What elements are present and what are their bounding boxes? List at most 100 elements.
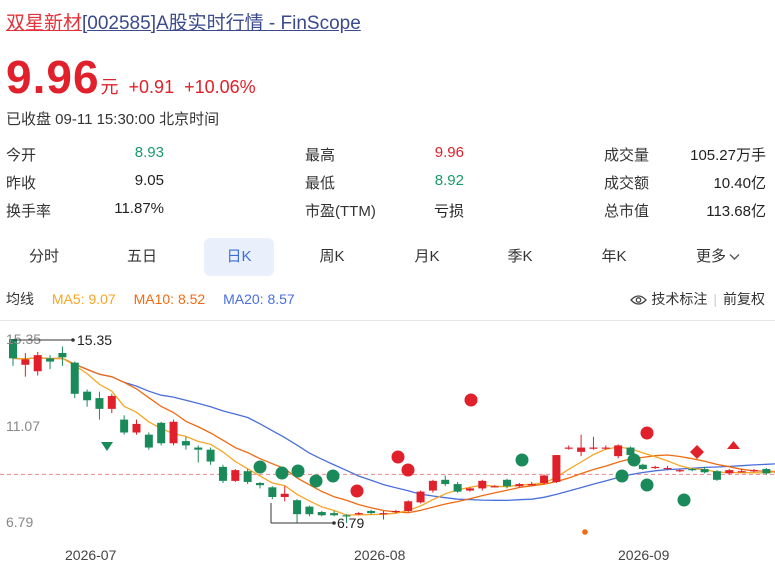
down-triangle-marker[interactable]	[101, 442, 113, 451]
signal-dot[interactable]	[350, 484, 364, 498]
candle	[712, 471, 721, 480]
candle	[354, 513, 363, 515]
x-tick-label: 2026-07	[65, 547, 117, 563]
price-change: +0.91	[128, 77, 175, 97]
candle	[465, 488, 474, 491]
amount-value: 10.40亿	[713, 175, 766, 192]
x-tick-label: 2026-08	[354, 547, 406, 563]
volume-value: 105.27万手	[690, 147, 766, 164]
candle	[231, 470, 240, 481]
min-annotation-dot	[332, 521, 336, 525]
high-label: 最高	[305, 147, 336, 164]
up-triangle-marker[interactable]	[727, 441, 740, 449]
candle	[367, 510, 376, 514]
tools-divider: |	[713, 291, 717, 307]
signal-dot[interactable]	[253, 460, 267, 474]
price-change-pct: +10.06%	[184, 77, 256, 97]
candle	[256, 483, 264, 486]
candle	[206, 449, 215, 462]
price-unit: 元	[100, 77, 119, 97]
candle	[428, 480, 437, 491]
ma5-line	[12, 356, 775, 516]
candle	[46, 358, 55, 362]
event-dot[interactable]	[582, 529, 588, 535]
y-tick-label: 15.35	[6, 331, 41, 347]
candle	[58, 352, 67, 358]
tab-intraday[interactable]: 分时	[28, 248, 59, 265]
candle	[750, 470, 758, 472]
prev-close-value: 9.05	[134, 172, 164, 189]
candle	[379, 513, 388, 515]
candle	[577, 447, 586, 452]
stock-name[interactable]: 双星新材	[6, 13, 83, 34]
signal-dot[interactable]	[275, 466, 289, 480]
ma10-line	[12, 356, 775, 514]
candle	[95, 398, 104, 409]
candle	[490, 486, 499, 488]
open-value: 8.93	[134, 144, 164, 161]
tab-yearly-k[interactable]: 年K	[601, 248, 627, 265]
candle	[552, 455, 561, 482]
signal-dot[interactable]	[515, 453, 529, 467]
candle	[540, 475, 549, 484]
tab-five-day[interactable]: 五日	[126, 248, 157, 265]
turnover-label: 换手率	[6, 203, 52, 220]
signal-dot[interactable]	[640, 478, 654, 492]
tab-more-label: 更多	[695, 248, 726, 265]
high-value: 9.96	[434, 144, 464, 161]
y-tick-label: 6.79	[6, 514, 33, 530]
candle	[700, 469, 709, 473]
candle	[317, 512, 326, 516]
candle	[33, 355, 42, 372]
candle	[144, 434, 153, 448]
candle	[404, 501, 413, 511]
signal-dot[interactable]	[326, 469, 340, 483]
candle	[688, 469, 697, 471]
signal-dot[interactable]	[401, 463, 415, 477]
candle	[330, 513, 339, 516]
current-price: 9.96	[6, 51, 100, 103]
signal-dot[interactable]	[309, 474, 323, 488]
signal-dot[interactable]	[677, 493, 691, 507]
candle	[83, 391, 92, 401]
signal-dot[interactable]	[464, 393, 478, 407]
eye-icon[interactable]	[630, 293, 648, 309]
open-label: 今开	[6, 147, 37, 164]
candle	[441, 479, 450, 485]
signal-dot[interactable]	[291, 464, 305, 478]
candle	[243, 471, 252, 482]
signal-dot[interactable]	[615, 469, 629, 483]
max-annotation-label: 15.35	[77, 332, 112, 348]
candle	[268, 487, 277, 497]
adjust-mode-toggle[interactable]: 前复权	[723, 291, 765, 307]
low-value: 8.92	[434, 172, 464, 189]
tab-more[interactable]: 更多	[684, 238, 752, 276]
candle	[737, 471, 746, 473]
tab-quarterly-k[interactable]: 季K	[507, 248, 533, 265]
candle	[675, 470, 684, 472]
candle	[762, 469, 771, 474]
candle	[503, 479, 511, 487]
candle	[157, 422, 166, 444]
candle	[416, 491, 425, 503]
candle	[663, 467, 672, 470]
candle	[478, 480, 487, 489]
tab-daily-k[interactable]: 日K	[204, 238, 274, 276]
signal-dot[interactable]	[391, 450, 405, 464]
candle	[651, 466, 660, 469]
amount-label: 成交额	[604, 175, 650, 192]
candle	[218, 466, 227, 481]
kline-chart[interactable]: 15.35 11.07 6.79 2026-07 2026-08 2026-09 15.35…	[0, 320, 775, 577]
page-title[interactable]: 双星新材[002585]A股实时行情 - FinScope	[6, 8, 361, 35]
tab-weekly-k[interactable]: 周K	[319, 248, 345, 265]
candle	[515, 484, 524, 487]
candle	[638, 464, 647, 470]
diamond-marker[interactable]	[690, 445, 704, 459]
tab-monthly-k[interactable]: 月K	[414, 248, 440, 265]
ma5-legend: MA5: 9.07	[51, 291, 116, 307]
signal-dot[interactable]	[627, 453, 641, 467]
tech-annotation-toggle[interactable]: 技术标注	[651, 291, 708, 307]
stock-code-title[interactable]: [002585]A股实时行情 - FinScope	[82, 13, 361, 34]
signal-dot[interactable]	[640, 426, 654, 440]
candle	[527, 484, 536, 486]
